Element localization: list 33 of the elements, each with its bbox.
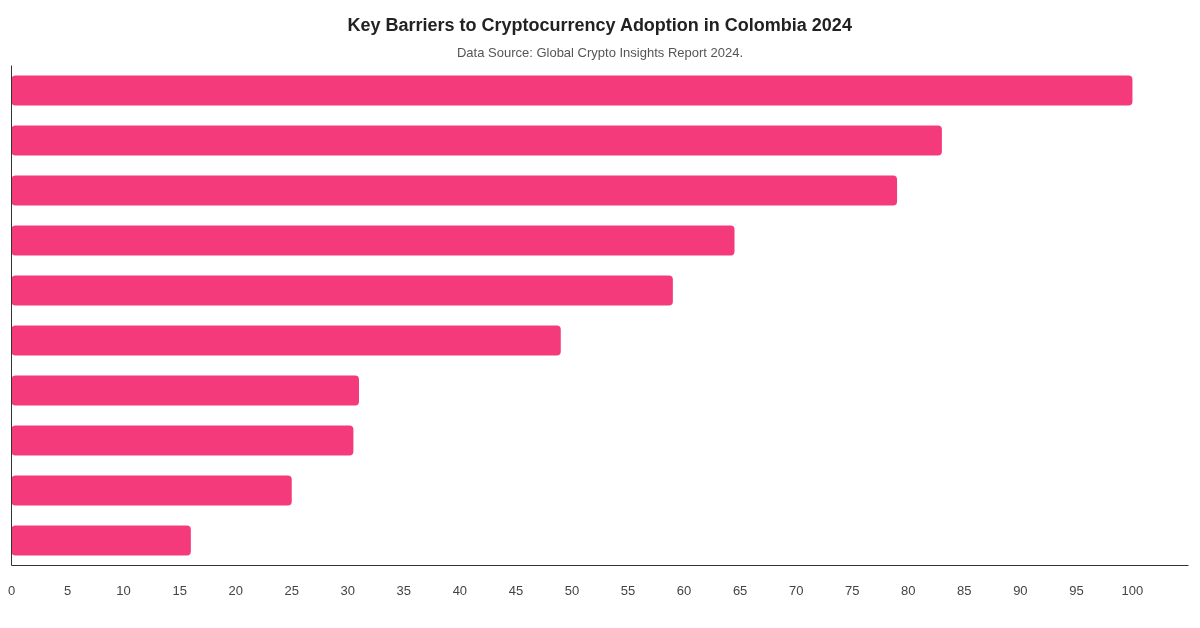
x-tick-label: 60 bbox=[676, 582, 692, 598]
x-tick-label: 55 bbox=[620, 582, 636, 598]
bar bbox=[11, 475, 292, 506]
bar bbox=[11, 375, 359, 406]
x-tick-label: 95 bbox=[1069, 582, 1084, 598]
x-tick-label: 85 bbox=[957, 582, 972, 598]
x-tick-label: 40 bbox=[452, 582, 468, 598]
x-tick-label: 80 bbox=[901, 582, 916, 598]
x-tick-label: 5 bbox=[63, 582, 72, 598]
bar bbox=[11, 525, 191, 556]
chart-title: Key Barriers to Cryptocurrency Adoption in Colombia 2024 bbox=[347, 14, 852, 35]
x-tick-label: 0 bbox=[7, 582, 16, 598]
bar bbox=[11, 75, 1133, 106]
x-tick-label: 45 bbox=[508, 582, 524, 598]
bar bbox=[11, 425, 354, 456]
bar bbox=[11, 325, 561, 356]
x-tick-label: 70 bbox=[788, 582, 804, 598]
x-tick-label: 15 bbox=[172, 582, 187, 598]
x-tick-label: 50 bbox=[564, 582, 580, 598]
x-tick-label: 20 bbox=[228, 582, 243, 598]
bar bbox=[11, 175, 898, 206]
x-tick-label: 30 bbox=[340, 582, 356, 598]
x-tick-label: 25 bbox=[284, 582, 299, 598]
bar bbox=[11, 275, 673, 306]
bar bbox=[11, 225, 735, 256]
bar bbox=[11, 125, 942, 156]
x-tick-label: 90 bbox=[1013, 582, 1028, 598]
x-tick-label: 100 bbox=[1121, 582, 1144, 598]
chart-subtitle: Data Source: Global Crypto Insights Report 2024. bbox=[456, 44, 744, 60]
x-tick-label: 75 bbox=[844, 582, 860, 598]
x-tick-label: 10 bbox=[116, 582, 131, 598]
x-tick-label: 65 bbox=[732, 582, 748, 598]
x-tick-label: 35 bbox=[396, 582, 412, 598]
